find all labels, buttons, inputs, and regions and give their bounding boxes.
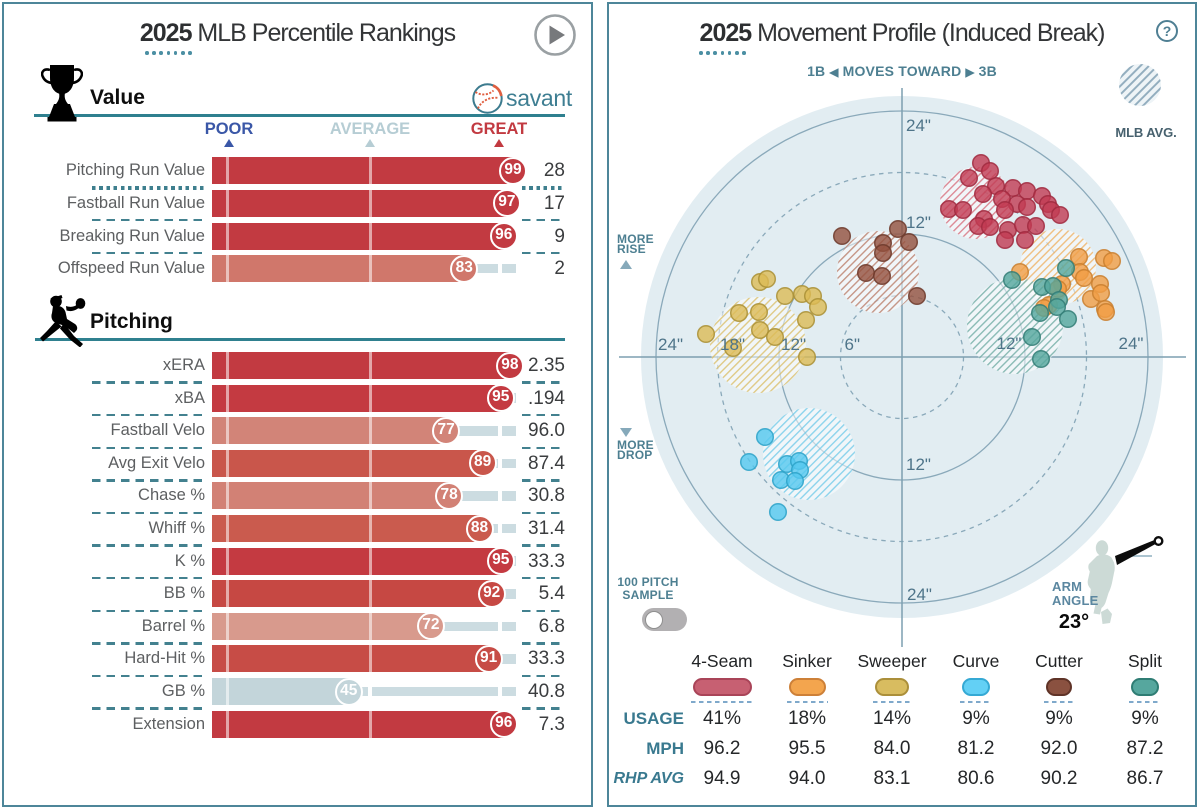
svg-text:24": 24"	[906, 116, 931, 135]
svg-text:12": 12"	[997, 334, 1022, 353]
svg-text:24": 24"	[907, 585, 932, 604]
svg-text:24": 24"	[658, 335, 683, 354]
svg-text:24": 24"	[1119, 334, 1144, 353]
svg-text:6": 6"	[845, 335, 861, 354]
svg-text:18": 18"	[720, 335, 745, 354]
svg-text:12": 12"	[906, 455, 931, 474]
svg-text:12": 12"	[781, 335, 806, 354]
svg-text:12": 12"	[906, 213, 931, 232]
